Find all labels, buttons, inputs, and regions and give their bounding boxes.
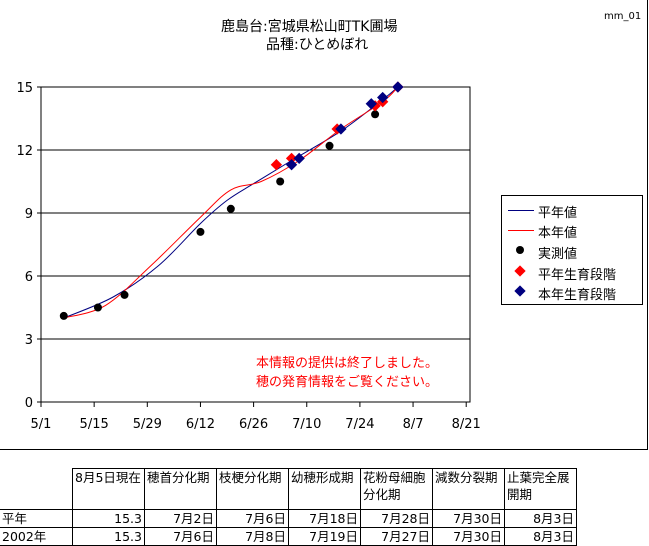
legend-item-normal: 平年値 <box>502 200 642 221</box>
table-header-row: 8月5日現在 穂首分化期 枝梗分化期 幼穂形成期 花粉母細胞分化期 減数分裂期 … <box>0 468 577 510</box>
header-cell: 止葉完全展開期 <box>504 468 577 510</box>
header-cell: 8月5日現在 <box>72 468 145 510</box>
series-line-1 <box>63 86 399 319</box>
header-cell: 減数分裂期 <box>432 468 505 510</box>
measured-point <box>226 204 235 213</box>
legend-item-current-stage: 本年生育段階 <box>502 282 642 303</box>
x-tick-label: 5/1 <box>31 417 52 432</box>
x-tick-label: 6/26 <box>239 417 268 432</box>
y-tick-label: 12 <box>16 144 33 159</box>
header-cell: 穂首分化期 <box>144 468 217 510</box>
plot-area <box>40 86 471 403</box>
x-tick-label: 8/7 <box>403 417 424 432</box>
legend-item-measured: 実測値 <box>502 241 642 262</box>
measured-point <box>325 141 334 150</box>
header-cell: 枝梗分化期 <box>216 468 289 510</box>
measured-point <box>371 110 380 119</box>
notice-line-2: 穂の発育情報をご覧ください。 <box>256 375 439 390</box>
chart-subtitle: 品種:ひとめぼれ <box>266 37 369 53</box>
x-tick-label: 5/15 <box>80 417 109 432</box>
y-tick-label: 6 <box>25 270 33 285</box>
y-tick-label: 3 <box>25 333 33 348</box>
stage-diamond <box>285 152 298 165</box>
measured-point <box>59 311 68 320</box>
x-tick-label: 7/10 <box>292 417 321 432</box>
notice-line-1: 本情報の提供は終了しました。 <box>256 356 439 371</box>
stage-diamond <box>270 159 283 171</box>
measured-point <box>120 290 129 299</box>
measured-point <box>196 227 205 236</box>
legend-item-current: 本年値 <box>502 220 642 241</box>
legend: 平年値 本年値 実測値 平年生育段階 本年生育段階 <box>501 195 643 305</box>
measured-point <box>276 177 285 186</box>
x-tick-label: 6/12 <box>186 417 215 432</box>
chart: 0 3 6 9 12 15 5/1 5/15 5/29 6/12 6/26 7/10 7/24 8/7 8/… <box>16 81 481 432</box>
x-tick-label: 8/21 <box>452 417 481 432</box>
chart-code: mm_01 <box>604 11 642 22</box>
table-row: 2002年 15.3 7月6日 7月8日 7月19日 7月27日 7月30日 8… <box>0 527 577 546</box>
x-tick-label: 5/29 <box>133 417 162 432</box>
x-tick-label: 7/24 <box>345 417 374 432</box>
y-tick-label: 0 <box>25 396 33 411</box>
header-cell: 花粉母細胞分化期 <box>360 468 433 510</box>
chart-title: 鹿島台:宮城県松山町TK圃場 <box>221 19 398 35</box>
growth-stage-table: 8月5日現在 穂首分化期 枝梗分化期 幼穂形成期 花粉母細胞分化期 減数分裂期 … <box>0 468 577 546</box>
stage-diamond <box>293 152 305 165</box>
header-cell: 幼穂形成期 <box>288 468 361 510</box>
y-tick-label: 15 <box>16 81 33 96</box>
measured-point <box>93 303 102 312</box>
table-row: 平年 15.3 7月2日 7月6日 7月18日 7月28日 7月30日 8月3日 <box>0 509 577 528</box>
stage-diamond <box>285 159 298 171</box>
chart-frame <box>0 0 648 450</box>
legend-item-normal-stage: 平年生育段階 <box>502 262 642 283</box>
y-tick-label: 9 <box>25 207 33 222</box>
